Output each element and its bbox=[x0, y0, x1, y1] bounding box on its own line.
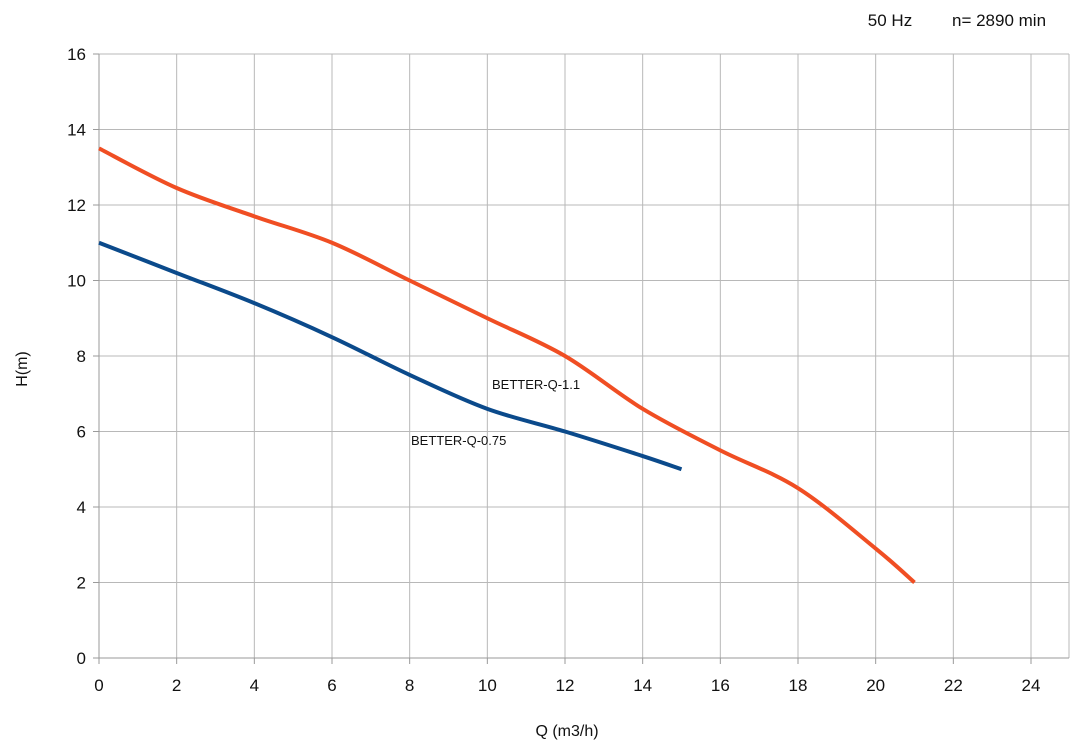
x-tick-label: 16 bbox=[711, 676, 730, 695]
y-tick-label: 8 bbox=[77, 347, 86, 366]
x-tick-label: 6 bbox=[327, 676, 336, 695]
series-label-better-q-1-1: BETTER-Q-1.1 bbox=[492, 377, 580, 392]
x-tick-label: 18 bbox=[789, 676, 808, 695]
y-tick-label: 2 bbox=[77, 574, 86, 593]
axes bbox=[93, 53, 1069, 664]
frequency-label: 50 Hz bbox=[868, 11, 912, 30]
y-tick-label: 4 bbox=[77, 498, 86, 517]
x-tick-label: 8 bbox=[405, 676, 414, 695]
series-group bbox=[98, 146, 916, 585]
x-tick-label: 22 bbox=[944, 676, 963, 695]
y-tick-label: 6 bbox=[77, 423, 86, 442]
y-tick-label: 16 bbox=[67, 45, 86, 64]
x-tick-label: 2 bbox=[172, 676, 181, 695]
x-tick-label: 4 bbox=[250, 676, 259, 695]
x-tick-label: 24 bbox=[1022, 676, 1041, 695]
x-tick-label: 12 bbox=[556, 676, 575, 695]
y-axis-title: H(m) bbox=[14, 351, 31, 387]
y-tick-label: 10 bbox=[67, 272, 86, 291]
x-axis-title: Q (m3/h) bbox=[535, 723, 598, 740]
series-label-better-q-0-75: BETTER-Q-0.75 bbox=[411, 433, 506, 448]
speed-label: n= 2890 min bbox=[952, 11, 1046, 30]
x-tick-label: 20 bbox=[866, 676, 885, 695]
grid bbox=[98, 53, 1070, 659]
x-tick-label: 14 bbox=[633, 676, 652, 695]
x-tick-label: 10 bbox=[478, 676, 497, 695]
x-tick-label: 0 bbox=[94, 676, 103, 695]
y-tick-label: 14 bbox=[67, 121, 86, 140]
y-tick-label: 0 bbox=[77, 649, 86, 668]
series-line-better-q-0-75 bbox=[98, 240, 683, 472]
y-tick-label: 12 bbox=[67, 196, 86, 215]
series-line-better-q-1-1 bbox=[98, 146, 916, 585]
series-labels: BETTER-Q-0.75 BETTER-Q-1.1 bbox=[411, 377, 580, 448]
